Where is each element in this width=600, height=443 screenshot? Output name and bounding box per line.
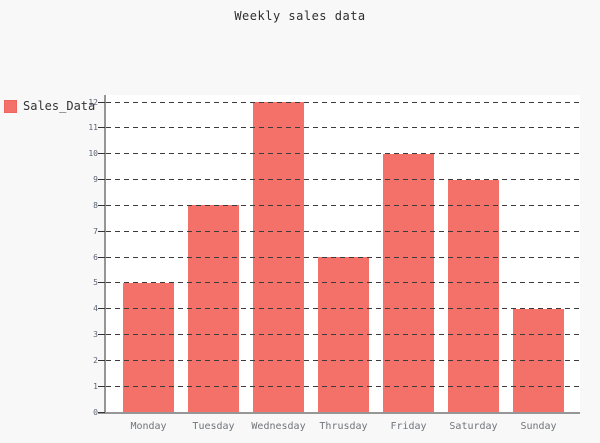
x-tick-label-thrusday: Thrusday bbox=[319, 421, 368, 432]
bar-saturday[interactable] bbox=[448, 179, 499, 412]
gridline-7 bbox=[106, 230, 580, 232]
y-tick-label-4: 4 bbox=[93, 304, 98, 314]
x-tick-label-sunday: Sunday bbox=[520, 421, 557, 432]
x-tick-label-friday: Friday bbox=[390, 421, 427, 432]
y-tick-mark-1 bbox=[98, 385, 105, 387]
legend[interactable]: Sales_Data bbox=[4, 99, 95, 113]
y-tick-mark-4 bbox=[98, 308, 105, 310]
y-tick-mark-11 bbox=[98, 127, 105, 129]
y-tick-mark-5 bbox=[98, 282, 105, 284]
gridline-8 bbox=[106, 204, 580, 206]
gridline-12 bbox=[106, 101, 580, 103]
plot-area bbox=[98, 95, 580, 414]
y-tick-label-5: 5 bbox=[93, 278, 98, 288]
chart-title: Weekly sales data bbox=[234, 9, 366, 23]
x-tick-label-tuesday: Tuesday bbox=[192, 421, 235, 432]
y-tick-label-11: 11 bbox=[88, 123, 98, 133]
gridline-1 bbox=[106, 385, 580, 387]
gridline-11 bbox=[106, 127, 580, 129]
gridline-10 bbox=[106, 153, 580, 155]
gridline-4 bbox=[106, 308, 580, 310]
gridline-6 bbox=[106, 256, 580, 258]
y-tick-mark-3 bbox=[98, 334, 105, 335]
y-tick-label-0: 0 bbox=[93, 407, 98, 417]
legend-swatch-icon bbox=[4, 99, 17, 113]
y-tick-mark-8 bbox=[98, 204, 105, 206]
legend-label: Sales_Data bbox=[23, 99, 96, 113]
bar-monday[interactable] bbox=[123, 282, 174, 412]
y-tick-mark-6 bbox=[98, 256, 105, 258]
y-tick-label-9: 9 bbox=[93, 175, 98, 184]
y-tick-label-7: 7 bbox=[93, 226, 98, 236]
y-axis-line bbox=[104, 95, 106, 414]
gridline-5 bbox=[106, 282, 580, 284]
y-tick-label-3: 3 bbox=[93, 330, 98, 339]
gridline-9 bbox=[106, 179, 580, 180]
y-tick-mark-9 bbox=[98, 179, 105, 180]
y-tick-label-10: 10 bbox=[88, 149, 98, 159]
y-tick-mark-2 bbox=[98, 359, 105, 361]
y-tick-mark-7 bbox=[98, 230, 105, 232]
x-tick-label-saturday: Saturday bbox=[449, 421, 498, 432]
y-tick-label-12: 12 bbox=[88, 97, 98, 107]
y-tick-mark-10 bbox=[98, 153, 105, 155]
gridline-3 bbox=[106, 334, 580, 335]
x-tick-label-wednesday: Wednesday bbox=[251, 421, 306, 432]
y-tick-label-1: 1 bbox=[93, 381, 98, 391]
y-tick-label-2: 2 bbox=[93, 355, 98, 365]
y-tick-label-8: 8 bbox=[93, 200, 98, 210]
y-tick-label-6: 6 bbox=[93, 252, 98, 262]
y-tick-mark-0 bbox=[98, 411, 105, 413]
y-tick-mark-12 bbox=[98, 101, 105, 103]
x-axis-line bbox=[98, 412, 580, 414]
x-tick-label-monday: Monday bbox=[130, 421, 167, 432]
gridline-2 bbox=[106, 359, 580, 361]
